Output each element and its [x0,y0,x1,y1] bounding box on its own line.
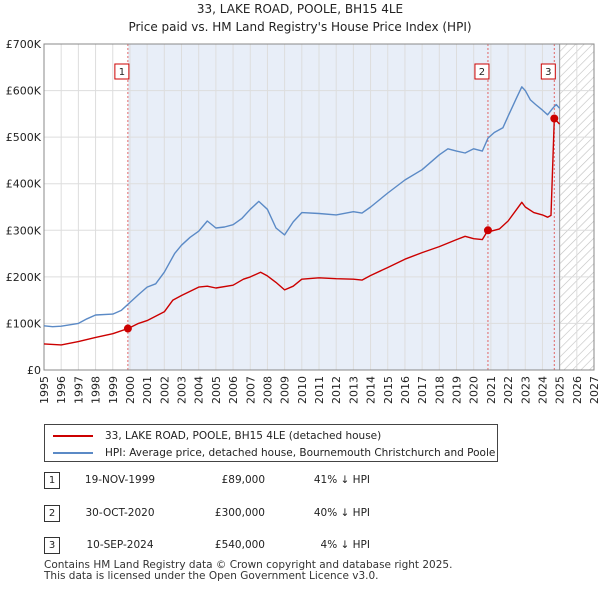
legend-item-property: 33, LAKE ROAD, POOLE, BH15 4LE (detached… [53,428,381,444]
x-tick-label: 1995 [38,376,51,404]
y-tick-label: £400K [6,178,42,191]
x-tick-label: 2023 [519,376,532,404]
x-tick-label: 2004 [193,376,206,404]
x-tick-label: 2001 [141,376,154,404]
sale-point [550,114,559,123]
y-tick-label: £500K [6,131,42,144]
sale-price: £540,000 [214,539,265,551]
plot-frame [43,43,595,371]
x-tick-label: 2013 [347,376,360,404]
sale-number: 1 [44,472,60,489]
x-tick-label: 2022 [502,376,515,404]
x-tick-label: 2010 [296,376,309,404]
ownership-shading [127,44,560,370]
sale-hpi-diff: 40% ↓ HPI [313,507,370,519]
x-tick-label: 2016 [399,376,412,404]
sale-date: 10-SEP-2024 [86,539,154,551]
x-tick-label: 2012 [330,376,343,404]
x-tick-label: 2006 [227,376,240,404]
x-tick-label: 2011 [313,376,326,404]
chart-title: 33, LAKE ROAD, POOLE, BH15 4LE [197,2,403,16]
x-tick-label: 2018 [433,376,446,404]
x-tick-label: 2009 [279,376,292,404]
sale-price: £300,000 [214,507,265,519]
sale-marker-box [540,63,556,80]
legend-label-property: 33, LAKE ROAD, POOLE, BH15 4LE (detached… [105,430,382,442]
sale-number: 2 [44,505,60,522]
sale-price: £89,000 [221,474,265,486]
x-tick-label: 2021 [485,376,498,404]
y-tick-label: £700K [6,38,42,51]
property-price-line [43,117,561,346]
sale-marker-box [474,63,490,80]
sale-hpi-diff: 41% ↓ HPI [313,474,370,486]
x-tick-label: 1996 [55,376,68,404]
x-tick-label: 2014 [365,376,378,404]
legend-swatch-hpi [53,452,93,454]
footer: Contains HM Land Registry data © Crown c… [44,560,452,582]
x-tick-label: 2019 [451,376,464,404]
x-tick-label: 2020 [468,376,481,404]
sale-date: 19-NOV-1999 [84,474,156,486]
x-tick-label: 1998 [90,376,103,404]
x-tick-label: 2005 [210,376,223,404]
sale-point [483,226,492,235]
footer-line-1: Contains HM Land Registry data © Crown c… [44,559,453,571]
y-tick-label: £200K [6,271,42,284]
y-tick-label: £600K [6,85,42,98]
x-tick-label: 2017 [416,376,429,404]
x-tick-label: 1999 [107,376,120,404]
legend-label-hpi: HPI: Average price, detached house, Bour… [105,447,496,459]
x-tick-label: 2026 [571,376,584,404]
sale-number: 3 [44,537,60,554]
sale-row: 2 30-OCT-2020 £300,000 40% ↓ HPI [0,503,600,523]
sale-marker-label: 2 [479,67,485,78]
footer-line-2: This data is licensed under the Open Gov… [44,570,379,582]
legend-swatch-property [53,435,93,437]
sale-row: 1 19-NOV-1999 £89,000 41% ↓ HPI [0,470,600,490]
x-tick-label: 2008 [261,376,274,404]
sale-date: 30-OCT-2020 [85,507,155,519]
x-tick-label: 2000 [124,376,137,404]
y-tick-label: £100K [6,317,42,330]
y-tick-label: £0 [27,364,41,377]
x-tick-label: 2025 [554,376,567,404]
x-tick-label: 2002 [158,376,171,404]
sale-hpi-diff: 4% ↓ HPI [320,539,370,551]
x-tick-label: 2003 [176,376,189,404]
sale-marker-label: 3 [545,67,551,78]
sale-point [123,324,132,333]
legend: 33, LAKE ROAD, POOLE, BH15 4LE (detached… [44,424,498,462]
sale-row: 3 10-SEP-2024 £540,000 4% ↓ HPI [0,535,600,555]
sale-marker-box [114,63,130,80]
sale-marker-label: 1 [119,67,125,78]
x-tick-label: 2015 [382,376,395,404]
y-tick-label: £300K [6,224,42,237]
x-tick-label: 2007 [244,376,257,404]
chart-subtitle: Price paid vs. HM Land Registry's House … [128,20,471,34]
x-tick-label: 2024 [536,376,549,404]
price-chart: 33, LAKE ROAD, POOLE, BH15 4LE Price pai… [6,2,600,404]
x-tick-label: 2027 [588,376,600,404]
hpi-line [43,86,561,328]
x-tick-label: 1997 [72,376,85,404]
legend-item-hpi: HPI: Average price, detached house, Bour… [53,445,495,461]
